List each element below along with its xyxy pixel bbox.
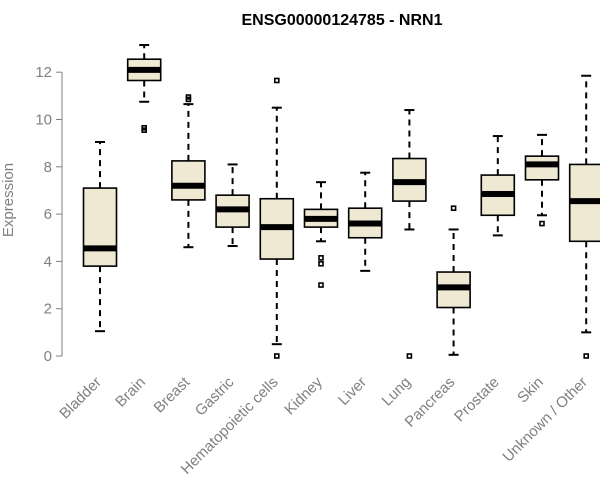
box-bladder (82, 140, 118, 333)
axes-layer: 0 2 4 6 8 10 12 (35, 64, 63, 365)
category-label: Breast (151, 373, 194, 416)
box-skin (524, 133, 560, 227)
category-label: Lung (379, 374, 415, 410)
outlier-point (318, 282, 324, 288)
y-tick-label: 4 (44, 253, 52, 270)
y-axis-title: Expression (0, 163, 17, 237)
category-label: Skin (514, 374, 547, 407)
box-pancreas (436, 205, 471, 356)
iqr-box (171, 160, 206, 201)
outlier-point (406, 353, 413, 359)
box-gastric (215, 163, 250, 248)
outlier-point (273, 77, 280, 84)
y-tick-label: 10 (35, 112, 52, 129)
outlier-point (318, 255, 324, 261)
y-tick-label: 6 (44, 206, 52, 223)
category-label: Brain (112, 374, 149, 411)
outlier-point (185, 94, 192, 100)
box-hematopoietic-cells (259, 77, 295, 359)
y-tick-label: 12 (35, 64, 52, 81)
category-label: Unknown / Other (499, 374, 591, 466)
iqr-box (524, 155, 560, 181)
y-tick-label: 2 (44, 301, 52, 318)
outlier-point (583, 353, 590, 359)
box-unknown-other (568, 74, 600, 359)
outlier-point (318, 260, 324, 267)
box-lung (392, 109, 427, 359)
iqr-box (82, 187, 118, 267)
box-prostate (480, 135, 516, 237)
box-kidney (303, 181, 339, 288)
y-tick-label: 8 (44, 159, 52, 176)
y-tick-label: 0 (44, 348, 52, 365)
category-label: Liver (335, 374, 370, 409)
box-liver (347, 171, 383, 272)
box-brain (126, 44, 162, 133)
outlier-point (273, 353, 280, 359)
outlier-point (450, 205, 457, 211)
outlier-point (539, 220, 545, 227)
box-breast (171, 94, 206, 249)
category-label: Kidney (281, 373, 326, 418)
boxes-layer (82, 44, 600, 359)
category-label: Bladder (56, 374, 105, 423)
category-label: Prostate (451, 374, 503, 426)
outlier-point (141, 124, 147, 131)
chart-title: ENSG00000124785 - NRN1 (241, 12, 442, 29)
